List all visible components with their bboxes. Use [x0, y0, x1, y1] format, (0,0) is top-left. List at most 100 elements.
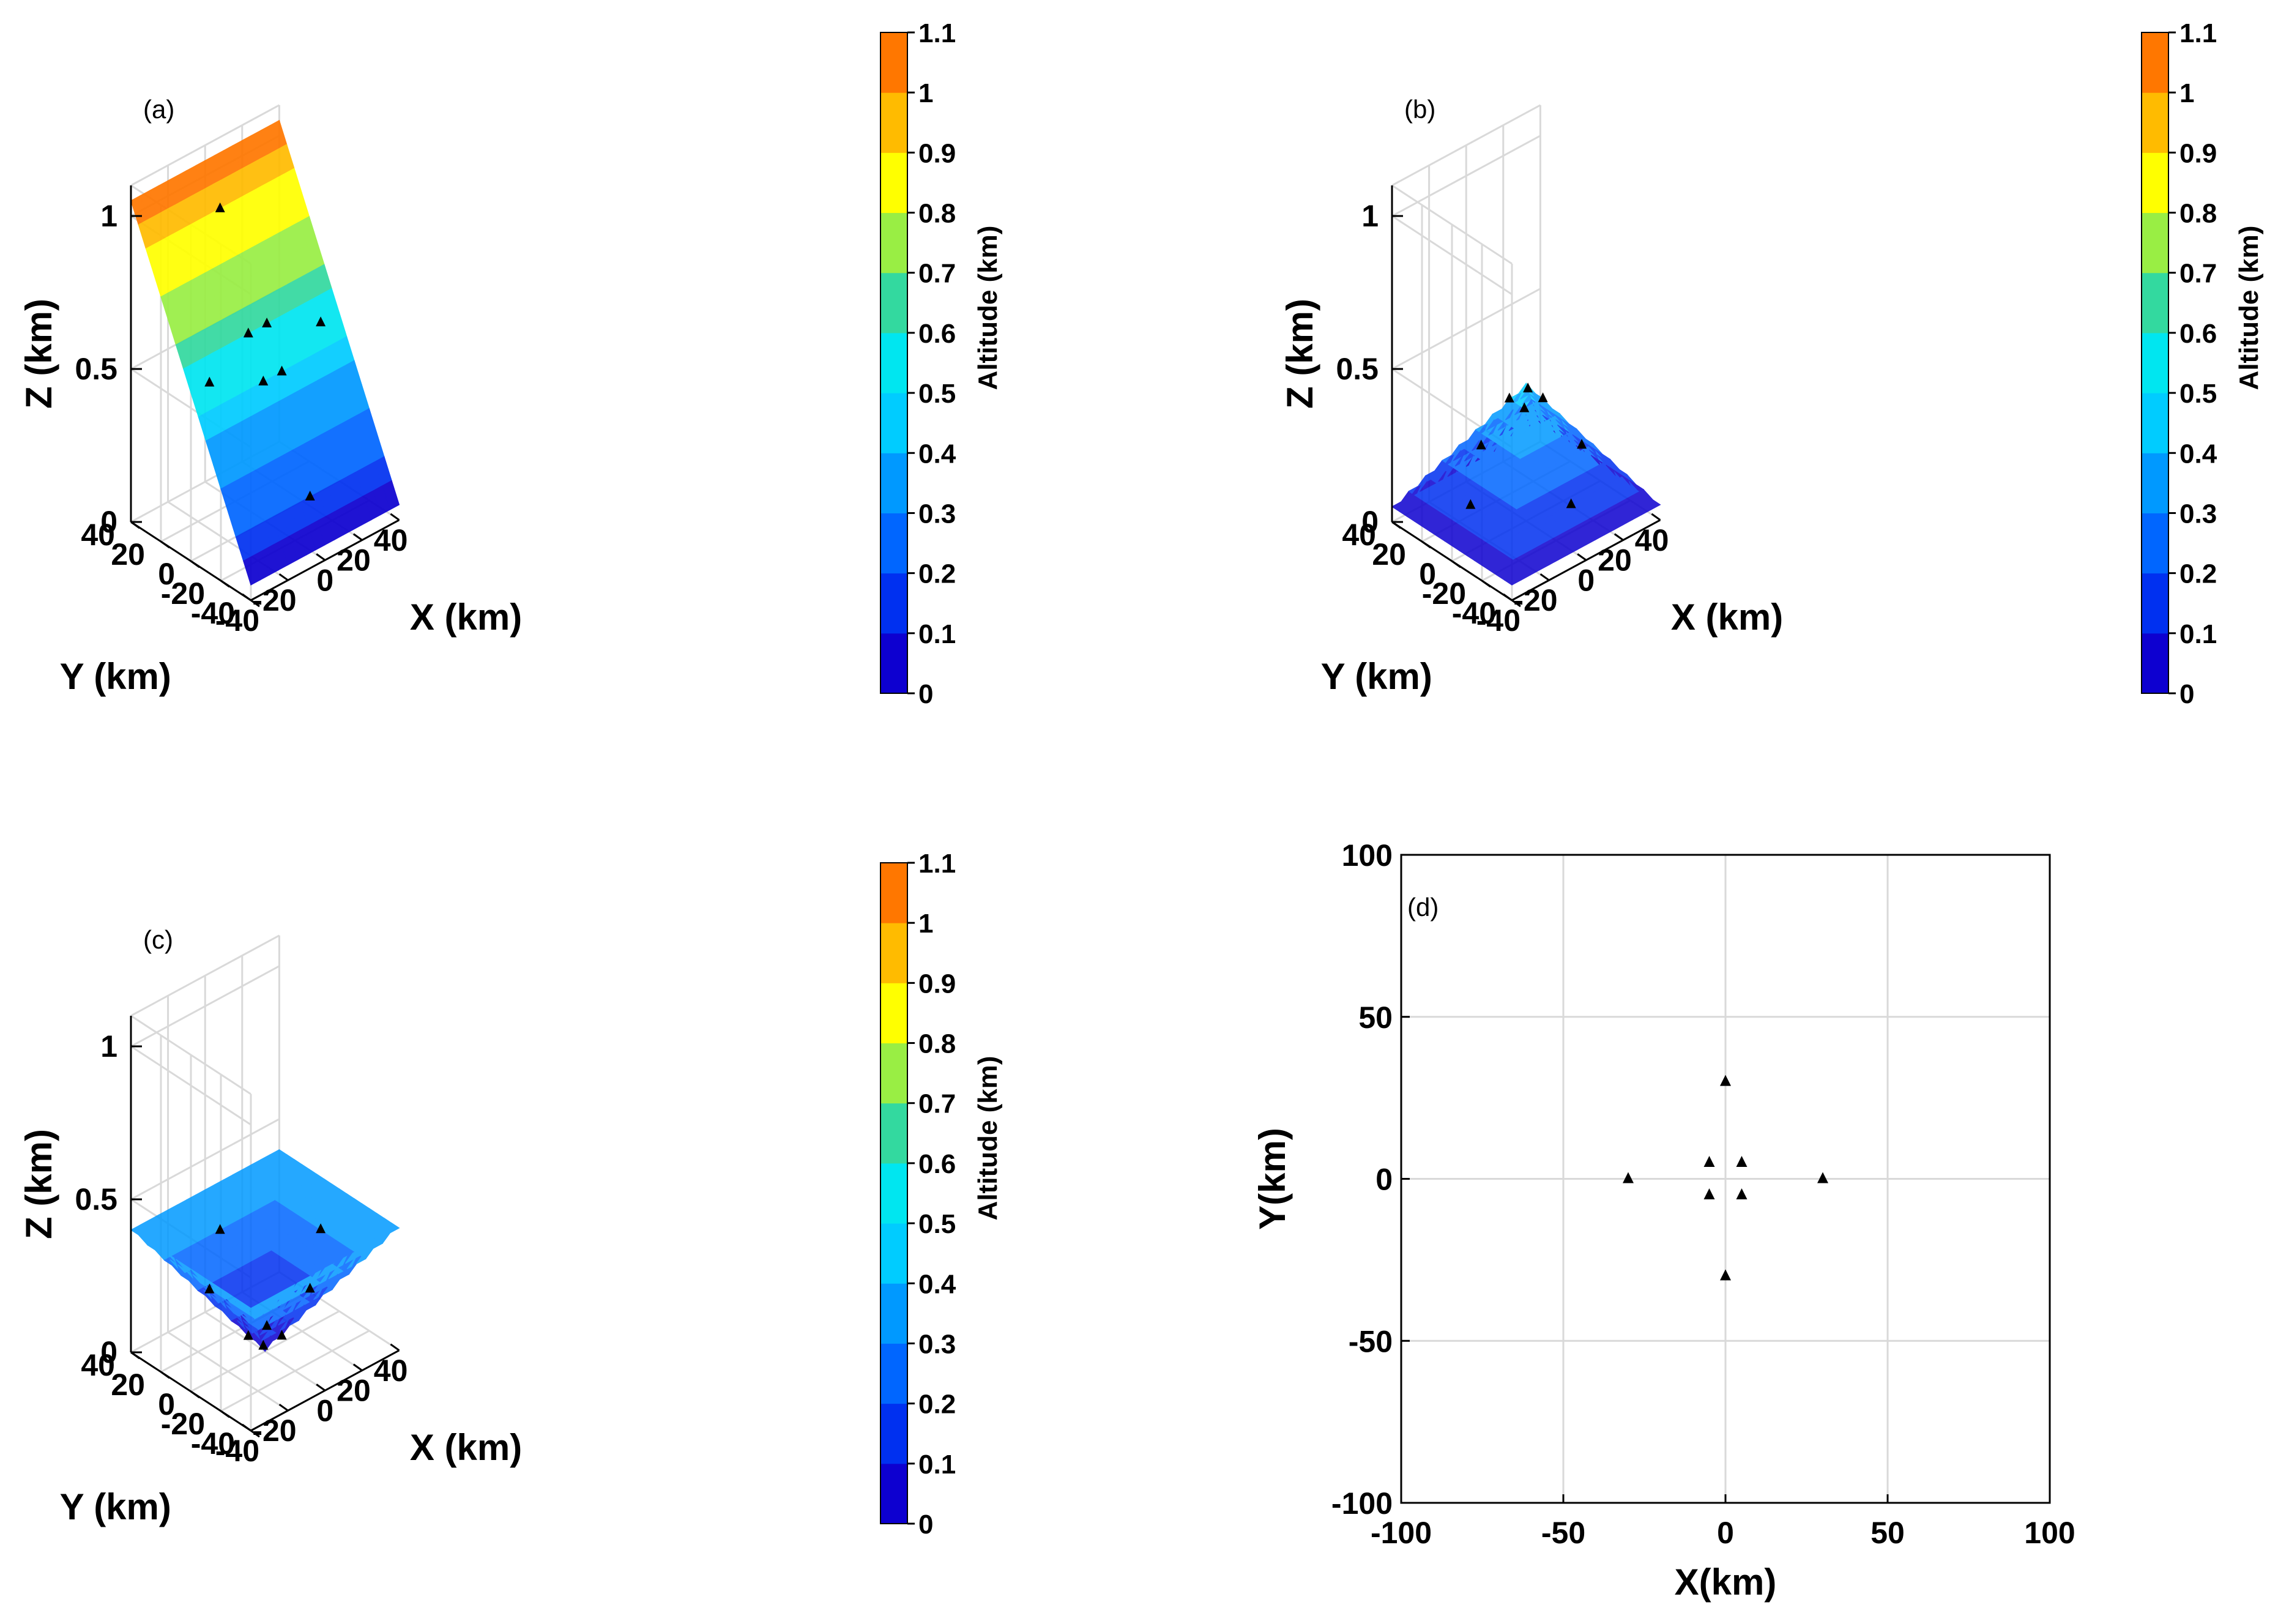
colorbar-segment: [2142, 393, 2168, 453]
y-tick: [130, 1351, 140, 1360]
station-marker: [1476, 439, 1486, 450]
x-tick: [278, 1403, 289, 1412]
y-tick: [1451, 560, 1461, 568]
x-tick-label: -20: [252, 583, 296, 617]
colorbar-label: Altitude (km): [973, 1056, 1003, 1221]
colorbar-segment: [880, 332, 907, 393]
x-tick-label: -40: [1476, 603, 1521, 638]
colorbar-frame: [880, 862, 908, 1524]
x-tick: [242, 1423, 251, 1432]
y-tick: [160, 540, 170, 549]
colorbar-segment: [880, 923, 907, 983]
surface: [1391, 382, 1661, 586]
colorbar-tick-label: 0.4: [918, 1269, 956, 1299]
station-marker: [316, 1223, 326, 1234]
colorbar-segment: [2142, 272, 2168, 333]
y-tick-label: 0: [1419, 557, 1436, 591]
surface-patch: [1643, 489, 1661, 510]
x-tick: [390, 1343, 400, 1352]
y-tick-label: -40: [1452, 596, 1496, 630]
x-tick-label: -40: [215, 603, 259, 638]
y-tick-label: 40: [81, 1348, 115, 1382]
colorbar-segment: [880, 1103, 907, 1164]
colorbar-tick-label: 1: [2179, 78, 2194, 108]
station-marker: [1703, 1188, 1715, 1199]
panel-label: (b): [1404, 95, 1435, 124]
colorbar-tick-label: 0.7: [2179, 259, 2217, 289]
colorbar-segment: [880, 272, 907, 333]
x-axis-label: X (km): [1671, 597, 1783, 638]
surface: [130, 119, 400, 586]
x-tick: [278, 573, 289, 581]
colorbar: 0 0.1 0.2 0.3 0.4 0.5 0.6 0.7 0.8 0.9 1 1.1 Altitude…: [2141, 18, 2264, 709]
colorbar-tick-label: 0.5: [918, 379, 956, 409]
panel-label: (c): [143, 925, 173, 954]
colorbar-tick-label: 0.8: [918, 1029, 956, 1059]
colorbar-segment: [2142, 152, 2168, 214]
x-tick: [316, 553, 326, 561]
surface-patch: [382, 480, 400, 510]
colorbar-tick-label: 0.7: [918, 259, 956, 289]
colorbar-tick-label: 0.3: [2179, 499, 2217, 529]
x-tick-label: -20: [1513, 583, 1557, 617]
station-marker: [258, 375, 269, 386]
colorbar-tick-label: 0.2: [918, 1390, 956, 1420]
station-marker: [1720, 1075, 1731, 1086]
side-wall-gridline: [1391, 184, 1513, 265]
station-marker: [316, 316, 326, 327]
colorbar-tick-label: 0.1: [918, 619, 956, 649]
colorbar-tick-label: 0.6: [918, 319, 956, 349]
side-wall-gridline: [1391, 215, 1513, 296]
colorbar-tick-label: 0.6: [918, 1149, 956, 1179]
y-tick: [1511, 599, 1521, 608]
station-marker: [1566, 498, 1576, 508]
y-tick-label: -20: [161, 576, 205, 611]
y-tick-label: -20: [161, 1407, 205, 1441]
station-marker: [1523, 382, 1533, 393]
colorbar-segment: [2142, 453, 2168, 513]
surface: [130, 1149, 400, 1352]
panel-label: (a): [143, 95, 174, 124]
colorbar-segment: [880, 513, 907, 574]
y-tick: [250, 1429, 260, 1438]
z-tick-label: 1: [100, 1029, 117, 1063]
y-tick-label: 20: [111, 537, 145, 572]
y-tick: [220, 579, 230, 588]
colorbar-tick-label: 0.9: [918, 138, 956, 168]
y-tick: [160, 1371, 170, 1379]
colorbar-segment: [880, 1403, 907, 1464]
colorbar-segment: [2142, 32, 2168, 93]
colorbar-segment: [880, 983, 907, 1044]
colorbar-segment: [880, 1223, 907, 1284]
z-tick-label: 0: [1361, 505, 1379, 539]
station-marker: [1703, 1156, 1715, 1168]
colorbar-tick-label: 0.2: [918, 559, 956, 589]
x-axis-label: X(km): [1675, 1562, 1777, 1603]
colorbar-tick-label: 0.9: [2179, 138, 2217, 168]
x-tick: [242, 593, 251, 602]
colorbar-segment: [880, 1163, 907, 1224]
z-axis-label: Z (km): [1279, 299, 1320, 409]
colorbar-tick-label: 0.8: [918, 199, 956, 229]
colorbar-frame: [2141, 32, 2169, 694]
z-tick-label: 0.5: [1336, 352, 1379, 386]
colorbar-segment: [880, 863, 907, 923]
y-tick: [1391, 521, 1401, 529]
colorbar-tick-label: 0: [2179, 679, 2194, 709]
y-tick-label: 20: [111, 1368, 145, 1402]
colorbar-segment: [880, 1283, 907, 1344]
colorbar-tick-label: 0: [918, 679, 933, 709]
colorbar-segment: [880, 212, 907, 274]
back-wall-gridline: [130, 934, 280, 1017]
colorbar-segment: [880, 152, 907, 214]
colorbar-frame: [880, 32, 908, 694]
y-tick-label: 40: [81, 518, 115, 552]
colorbar-segment: [2142, 332, 2168, 393]
colorbar-segment: [2142, 633, 2168, 694]
y-tick-label: -40: [191, 596, 235, 630]
panel-label: (d): [1407, 893, 1439, 922]
x-tick-label: 40: [374, 1354, 408, 1388]
x-tick-label: 50: [1870, 1516, 1905, 1550]
